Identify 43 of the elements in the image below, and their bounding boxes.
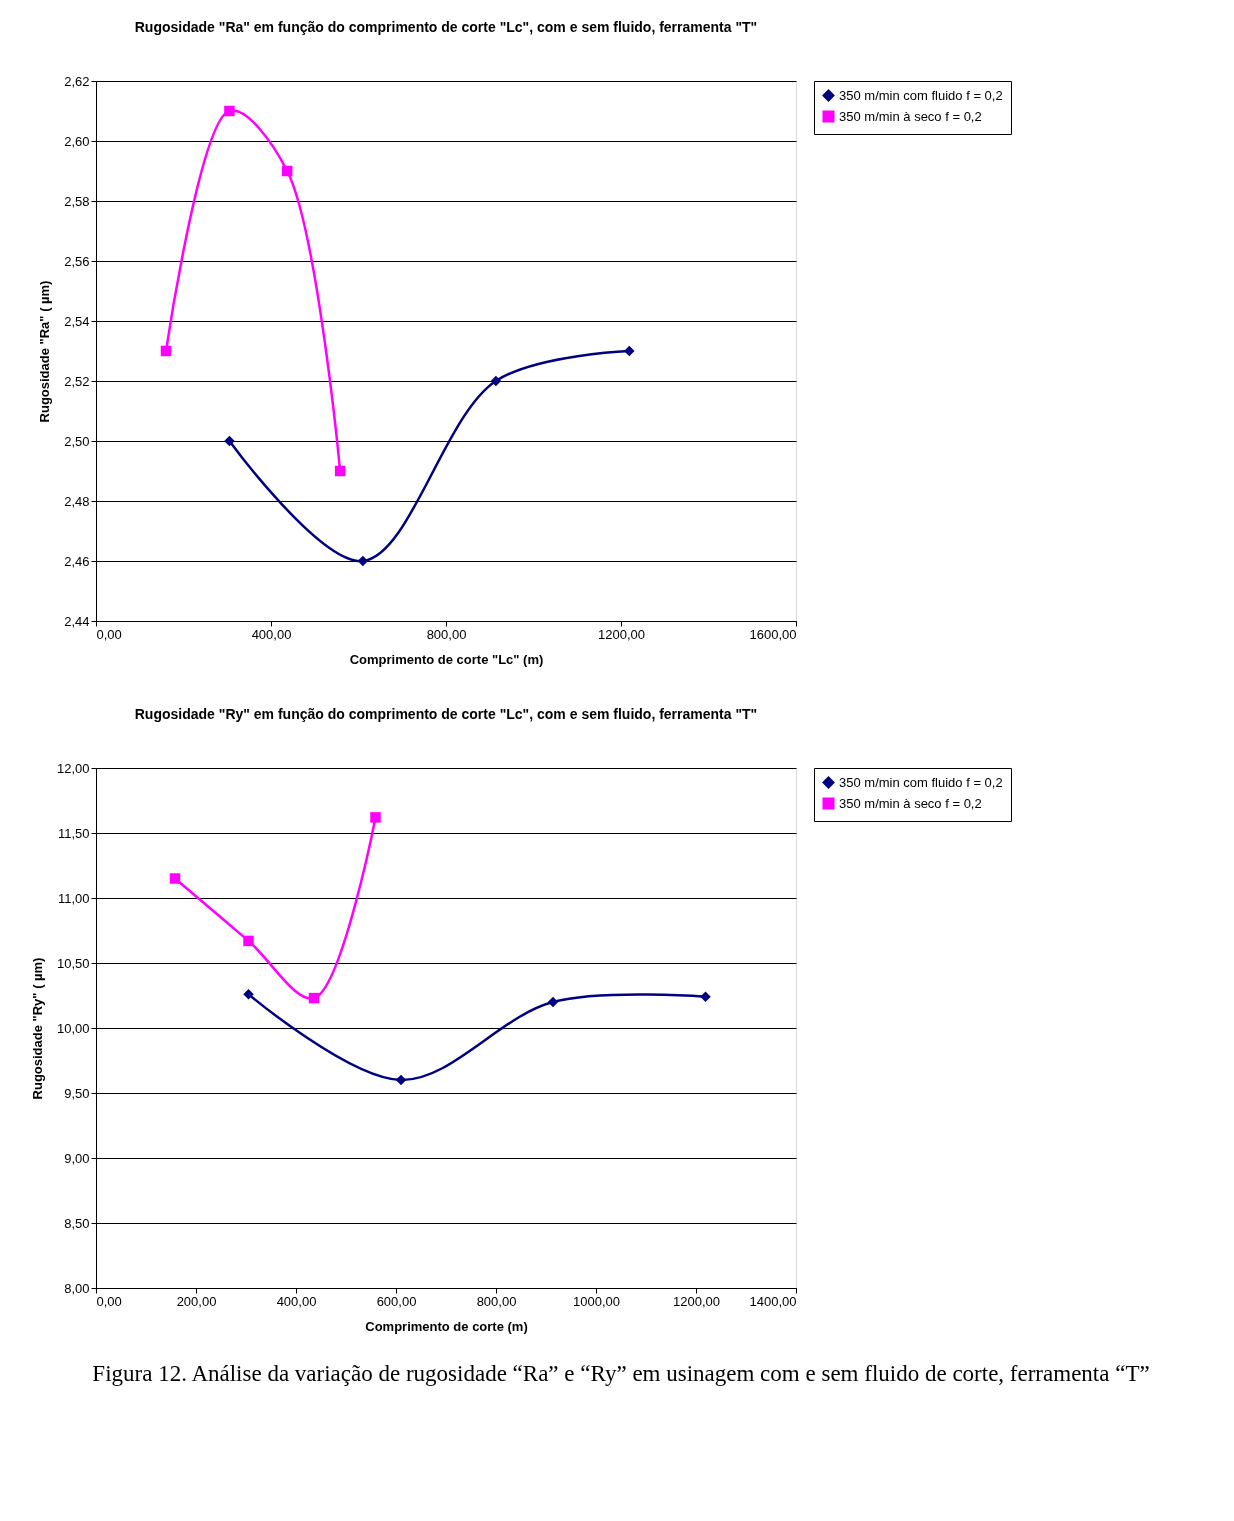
- x-tick-label: 800,00: [426, 626, 467, 642]
- x-tick-label: 1200,00: [673, 1293, 720, 1309]
- x-tick-label: 1200,00: [598, 626, 645, 642]
- y-tick-label: 2,54: [64, 313, 90, 329]
- x-tick-label: 600,00: [376, 1293, 417, 1309]
- x-tick-label: 800,00: [476, 1293, 517, 1309]
- y-tick-label: 11,50: [57, 825, 90, 841]
- legend-label: 350 m/min com fluido f = 0,2: [839, 774, 1003, 790]
- x-tick-label: 200,00: [176, 1293, 217, 1309]
- x-tick-label: 0,00: [96, 1293, 122, 1309]
- chart-title: Rugosidade "Ry" em função do comprimento de corte "Lc", com e sem fluido, ferramenta "T": [134, 706, 758, 722]
- x-axis-title: Comprimento de corte "Lc" (m): [349, 651, 544, 667]
- x-axis-title: Comprimento de corte (m): [365, 1318, 528, 1334]
- y-tick-label: 2,44: [64, 613, 90, 629]
- y-tick-label: 10,00: [56, 1020, 90, 1036]
- y-tick-label: 2,58: [64, 193, 90, 209]
- y-tick-label: 11,00: [57, 890, 90, 906]
- x-tick-label: 1400,00: [749, 1293, 797, 1309]
- y-tick-label: 2,56: [64, 253, 90, 269]
- y-axis-title: Rugosidade "Ry" ( µm): [29, 957, 45, 1100]
- y-tick-label: 2,60: [64, 133, 90, 149]
- y-tick-label: 12,00: [56, 760, 90, 776]
- y-tick-label: 2,46: [64, 553, 90, 569]
- y-tick-label: 8,50: [64, 1215, 90, 1231]
- y-tick-label: 8,00: [64, 1280, 90, 1296]
- y-tick-label: 2,48: [64, 493, 90, 509]
- legend-label: 350 m/min à seco f = 0,2: [839, 108, 982, 124]
- y-tick-label: 10,50: [56, 955, 90, 971]
- y-tick-label: 2,62: [64, 73, 90, 89]
- legend-label: 350 m/min com fluido f = 0,2: [839, 87, 1003, 103]
- x-tick-label: 400,00: [276, 1293, 317, 1309]
- x-tick-label: 1000,00: [573, 1293, 620, 1309]
- y-tick-label: 9,50: [64, 1085, 90, 1101]
- legend-label: 350 m/min à seco f = 0,2: [839, 795, 982, 811]
- x-tick-label: 400,00: [251, 626, 292, 642]
- y-tick-label: 2,50: [64, 433, 90, 449]
- y-axis-title: Rugosidade "Ra" ( µm): [37, 280, 53, 423]
- y-tick-label: 9,00: [64, 1150, 90, 1166]
- x-tick-label: 0,00: [96, 626, 122, 642]
- chart-title: Rugosidade "Ra" em função do comprimento de corte "Lc", com e sem fluido, ferramenta "T": [134, 19, 758, 35]
- text: Figura 12. Análise da variação de rugosidade “Ra” e “Ry” em usinagem com e sem fluido de corte, ferramenta “T”: [92, 1361, 1150, 1386]
- x-tick-label: 1600,00: [749, 626, 797, 642]
- y-tick-label: 2,52: [64, 373, 90, 389]
